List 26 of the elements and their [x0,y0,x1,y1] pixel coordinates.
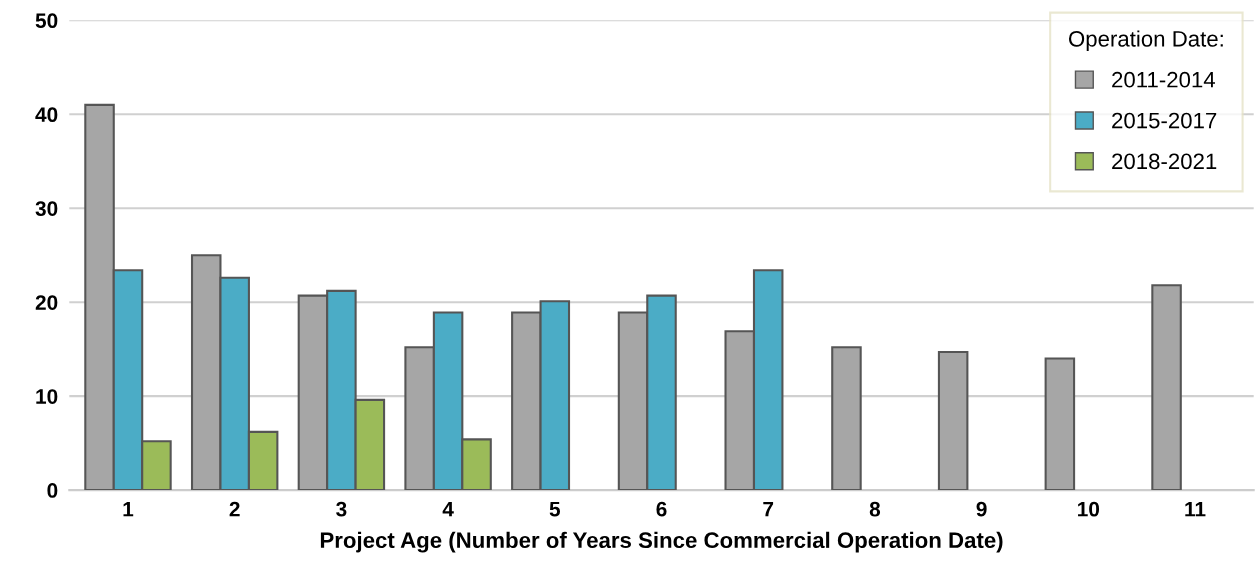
y-tick-label: 30 [35,201,58,216]
bar [831,346,862,491]
x-axis-title: Project Age (Number of Years Since Commercial Operation Date) [320,531,1003,553]
y-tick-label: 10 [36,389,58,404]
y-tick-label: 20 [35,295,58,310]
legend-title: Operation Date: [1069,30,1223,52]
x-tick-label: 7 [763,501,774,517]
bar [937,350,969,491]
y-tick-label: 50 [35,13,58,29]
bar [1044,357,1076,491]
x-tick-label: 2 [229,501,240,517]
legend-label: 2011-2014 [1112,71,1216,88]
bar [1151,284,1182,491]
x-tick-label: 11 [1185,501,1206,517]
x-tick-label: 6 [656,501,667,517]
legend-label: 2018-2021 [1112,153,1217,170]
y-tick-label: 40 [35,107,58,123]
x-tick-label: 4 [442,501,454,517]
x-tick-label: 8 [869,501,881,517]
x-tick-label: 9 [976,501,987,517]
x-tick-label: 5 [549,501,561,517]
x-tick-label: 1 [123,501,134,517]
x-tick-label: 10 [1078,501,1100,517]
legend-label: 2015-2017 [1112,112,1217,129]
y-tick-label: 0 [47,483,58,498]
x-tick-label: 3 [336,501,347,517]
